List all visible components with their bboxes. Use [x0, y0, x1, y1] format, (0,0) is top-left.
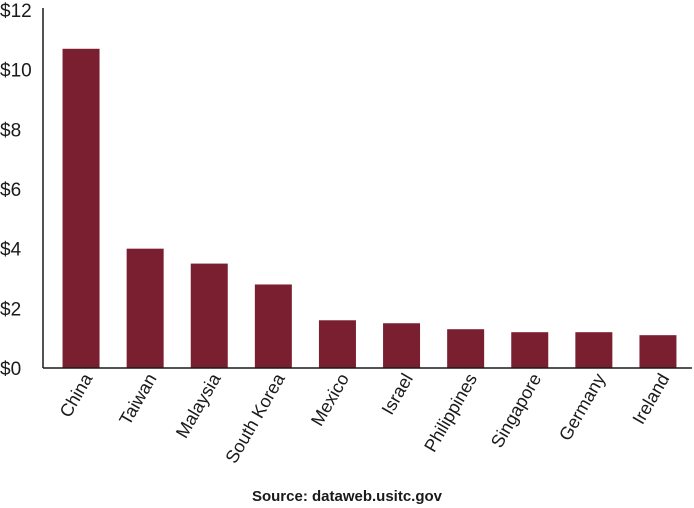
- bar-singapore: [511, 332, 549, 368]
- bar-germany: [575, 332, 613, 368]
- bar-israel: [383, 323, 421, 368]
- bar-south-korea: [254, 284, 292, 368]
- bar-taiwan: [126, 248, 164, 368]
- x-tick-label: Germany: [555, 370, 609, 444]
- x-tick-label: China: [56, 369, 97, 421]
- bar-ireland: [639, 335, 677, 368]
- bar-malaysia: [190, 263, 228, 368]
- y-tick-label: $12: [0, 1, 32, 22]
- bar-philippines: [447, 329, 485, 368]
- x-tick-label: Singapore: [487, 370, 545, 451]
- x-tick-label: Mexico: [307, 370, 353, 429]
- y-tick-label: $2: [0, 299, 21, 320]
- bar-mexico: [318, 320, 356, 368]
- bars: [62, 48, 677, 369]
- y-tick-label: $4: [0, 240, 22, 261]
- x-tick-label: Taiwan: [115, 370, 160, 429]
- x-tick-label: Ireland: [629, 370, 674, 428]
- x-tick-label: Philippines: [420, 370, 481, 455]
- x-tick-label: Malaysia: [172, 369, 225, 441]
- y-tick-label: $0: [0, 359, 21, 380]
- source-note: Source: dataweb.usitc.gov: [251, 488, 443, 505]
- x-tick-label: Israel: [378, 370, 417, 418]
- y-tick-label: $10: [0, 61, 32, 82]
- x-tick-label: South Korea: [221, 369, 289, 467]
- bar-china: [62, 48, 100, 369]
- bar-chart: $0 $2 $4 $6 $8 $10 $12 China Taiwan MalaysiaSout…: [0, 1, 692, 467]
- y-tick-label: $8: [0, 120, 21, 141]
- y-tick-label: $6: [0, 180, 21, 201]
- y-axis-ticks: $0 $2 $4 $6 $8 $10 $12: [0, 1, 32, 380]
